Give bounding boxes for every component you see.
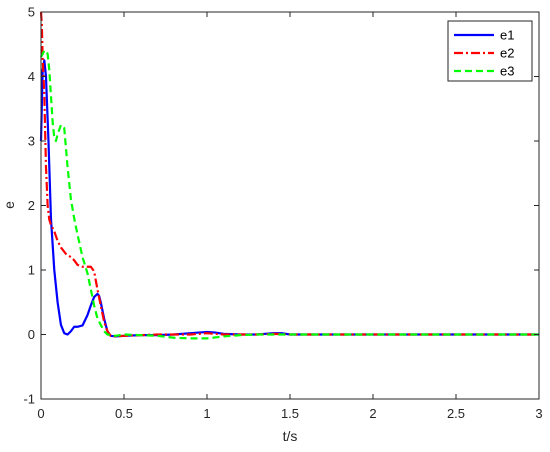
y-tick-label: 3	[28, 134, 35, 149]
x-tick-label: 0	[37, 406, 44, 421]
y-tick-label: 5	[28, 5, 35, 20]
legend-label-e1: e1	[500, 28, 514, 43]
x-tick-label: 0.5	[115, 406, 133, 421]
x-tick-label: 1	[203, 406, 210, 421]
y-tick-label: 4	[28, 69, 35, 84]
series-layer	[39, 11, 539, 340]
x-axis-label: t/s	[283, 428, 298, 444]
y-axis-label: e	[1, 201, 17, 209]
x-tick-label: 2.5	[447, 406, 465, 421]
legend: e1 e2 e3	[447, 20, 533, 82]
y-tick-label: 0	[28, 327, 35, 342]
series-line-e3	[40, 49, 539, 340]
x-ticks: 0 0.5 1 1.5 2 2.5 3	[37, 12, 543, 421]
x-tick-label: 1.5	[281, 406, 299, 421]
legend-label-e2: e2	[500, 46, 514, 61]
x-tick-label: 3	[535, 406, 542, 421]
y-tick-label: -1	[23, 392, 35, 407]
legend-label-e3: e3	[500, 64, 514, 79]
legend-items: e1 e2 e3	[454, 28, 514, 79]
x-tick-label: 2	[369, 406, 376, 421]
y-tick-label: 1	[28, 263, 35, 278]
y-tick-label: 2	[28, 198, 35, 213]
y-ticks: -1 0 1 2 3 4 5	[23, 5, 539, 407]
